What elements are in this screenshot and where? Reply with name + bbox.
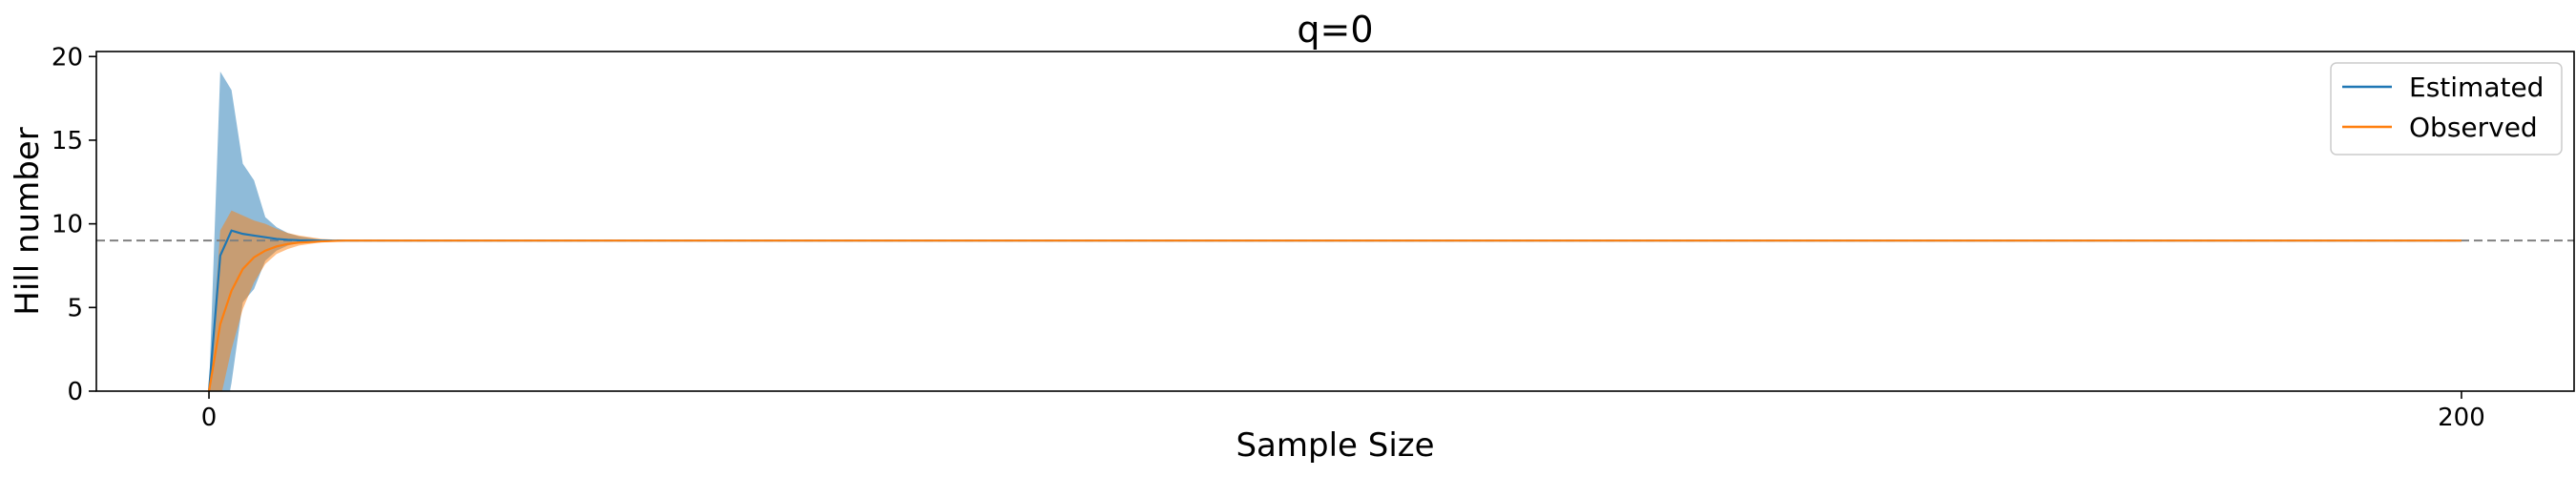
axis-ticks: 0 200 0 5 10 15 20 xyxy=(52,43,2485,432)
x-tick-label: 200 xyxy=(2438,404,2485,432)
y-axis-label: Hill number xyxy=(9,127,47,315)
y-tick-label: 15 xyxy=(52,127,83,156)
legend-label-estimated: Estimated xyxy=(2409,72,2544,103)
legend: Estimated Observed xyxy=(2330,62,2563,156)
axes-frame xyxy=(95,51,2575,392)
y-tick-label: 0 xyxy=(67,378,83,406)
y-tick-label: 10 xyxy=(52,211,83,239)
series-line-observed xyxy=(207,239,2462,391)
plot-area xyxy=(96,72,2574,391)
chart-title: q=0 xyxy=(1297,9,1373,51)
y-tick-label: 20 xyxy=(52,43,83,72)
x-axis-label: Sample Size xyxy=(1236,426,1434,465)
y-tick-label: 5 xyxy=(67,294,83,322)
legend-label-observed: Observed xyxy=(2409,112,2538,143)
x-tick-label: 0 xyxy=(201,404,218,432)
